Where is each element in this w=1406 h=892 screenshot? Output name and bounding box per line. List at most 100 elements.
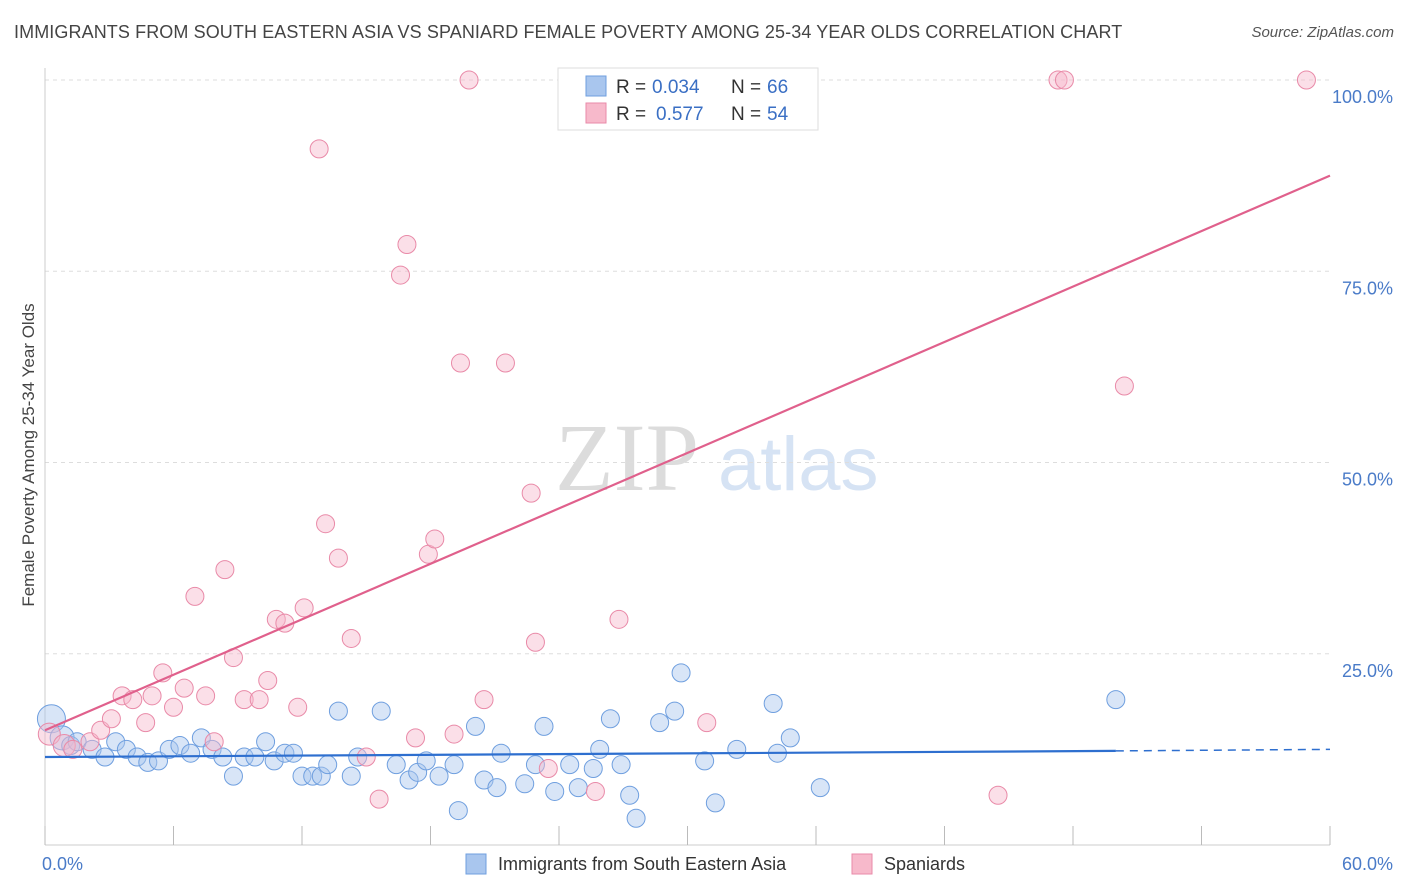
blue-point-32: [386, 755, 406, 775]
blue-point-57: [671, 663, 691, 683]
bottom-legend-label-pink: Spaniards: [884, 854, 965, 874]
blue-point-61: [763, 693, 783, 713]
pink-trend-line: [44, 174, 1331, 732]
legend: R = 0.034 N = 66 R = 0.577 N = 54: [557, 67, 819, 131]
blue-point-59: [705, 793, 725, 813]
blue-point-35: [416, 751, 436, 771]
watermark-atlas: atlas: [718, 422, 879, 507]
blue-point-42: [491, 743, 511, 763]
blue-point-60: [727, 739, 747, 759]
legend-n-label-blue: N =: [731, 77, 761, 98]
pink-point-26: [316, 514, 336, 534]
blue-point-20: [256, 732, 276, 752]
blue-point-46: [545, 781, 565, 801]
blue-trend-extension: [1115, 748, 1331, 752]
pink-point-41: [521, 483, 541, 503]
x-tick-label-1: 60.0%: [1342, 854, 1393, 874]
source-label: Source: ZipAtlas.com: [1251, 24, 1394, 41]
series-pink: [37, 70, 1316, 809]
pink-point-5: [101, 709, 121, 729]
legend-r-label-pink: R =: [616, 104, 646, 125]
pink-point-33: [406, 728, 426, 748]
blue-point-63: [780, 728, 800, 748]
blue-point-13: [181, 743, 201, 763]
blue-point-47: [560, 755, 580, 775]
pink-point-2: [63, 739, 83, 759]
blue-point-37: [444, 755, 464, 775]
pink-point-49: [1048, 70, 1068, 90]
pink-point-52: [1296, 70, 1316, 90]
pink-point-9: [142, 686, 162, 706]
blue-point-52: [611, 755, 631, 775]
pink-point-18: [234, 690, 254, 710]
pink-point-13: [185, 586, 205, 606]
blue-point-26: [311, 766, 331, 786]
blue-point-50: [590, 739, 610, 759]
legend-swatch-blue: [585, 75, 607, 97]
pink-point-29: [356, 747, 376, 767]
pink-point-12: [174, 678, 194, 698]
blue-point-17: [223, 766, 243, 786]
pink-point-43: [538, 759, 558, 778]
pink-point-16: [215, 560, 235, 580]
legend-n-label-pink: N =: [731, 104, 761, 125]
y-tick-label-0: 25.0%: [1342, 661, 1393, 681]
blue-point-56: [665, 701, 685, 721]
blue-point-53: [620, 785, 640, 805]
pink-point-23: [288, 697, 308, 717]
blue-point-11: [159, 739, 179, 759]
pink-point-51: [1114, 376, 1134, 396]
blue-point-28: [328, 701, 348, 721]
pink-point-40: [495, 353, 515, 373]
pink-point-42: [525, 632, 545, 652]
bottom-legend-swatch-pink: [851, 853, 873, 875]
pink-point-30: [369, 789, 389, 809]
blue-point-39: [465, 716, 485, 736]
pink-point-24: [294, 598, 314, 618]
blue-point-58: [695, 751, 715, 771]
pink-point-31: [391, 265, 411, 285]
blue-point-24: [292, 766, 312, 786]
blue-point-44: [525, 755, 545, 775]
legend-n-value-blue: 66: [767, 77, 788, 98]
series-blue: [36, 663, 1126, 828]
pink-point-11: [164, 697, 183, 717]
y-tick-label-1: 50.0%: [1342, 470, 1393, 490]
blue-point-48: [568, 778, 588, 798]
y-tick-label-2: 75.0%: [1342, 278, 1393, 298]
blue-point-23: [283, 743, 303, 763]
blue-point-7: [116, 739, 136, 759]
legend-n-value-pink: 54: [767, 104, 789, 125]
blue-point-12: [170, 736, 190, 756]
pink-point-14: [196, 686, 216, 706]
x-tick-label-0: 0.0%: [42, 854, 83, 874]
pink-point-38: [459, 70, 479, 90]
pink-point-36: [444, 724, 464, 744]
bottom-legend-label-blue: Immigrants from South Eastern Asia: [498, 854, 787, 874]
legend-r-value-blue: 0.034: [652, 77, 700, 98]
legend-r-value-pink: 0.577: [656, 104, 704, 125]
blue-trend-line: [44, 749, 1116, 759]
pink-point-15: [204, 732, 224, 752]
blue-point-29: [341, 766, 361, 786]
y-tick-label-3: 100.0%: [1332, 87, 1393, 107]
x-tick-labels: 0.0% 60.0%: [42, 854, 1393, 874]
blue-point-38: [448, 801, 468, 821]
legend-swatch-pink: [585, 102, 607, 124]
pink-point-19: [249, 690, 269, 710]
blue-point-6: [106, 732, 126, 752]
blue-point-43: [515, 774, 535, 794]
blue-point-51: [600, 709, 620, 729]
chart-title: IMMIGRANTS FROM SOUTH EASTERN ASIA VS SP…: [14, 22, 1123, 42]
blue-point-27: [318, 755, 338, 775]
pink-point-20: [258, 671, 278, 691]
axes: [44, 68, 1331, 846]
blue-point-36: [429, 766, 449, 786]
blue-point-65: [1106, 690, 1126, 710]
legend-r-label-blue: R =: [616, 77, 646, 98]
pink-point-45: [609, 609, 629, 629]
pink-point-27: [328, 548, 348, 568]
bottom-legend-swatch-blue: [465, 853, 487, 875]
pink-point-39: [474, 690, 494, 710]
